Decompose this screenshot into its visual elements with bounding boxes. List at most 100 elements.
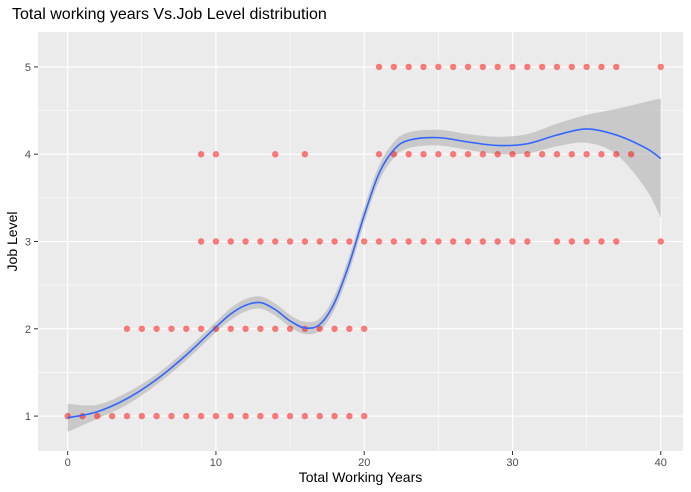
x-tick-label: 30	[506, 457, 518, 469]
data-point	[613, 63, 620, 71]
data-point	[598, 63, 605, 71]
data-point	[212, 238, 220, 245]
data-point	[197, 151, 205, 158]
chart-title: Total working years Vs.Job Level distrib…	[12, 6, 327, 23]
data-point	[301, 412, 309, 420]
data-points	[64, 63, 664, 420]
data-point	[138, 325, 145, 332]
data-point	[583, 151, 590, 158]
data-point	[479, 151, 487, 158]
data-point	[272, 238, 279, 245]
data-point	[242, 238, 249, 245]
y-tick-label: 5	[25, 62, 31, 74]
data-point	[464, 238, 472, 245]
data-point	[168, 412, 175, 420]
data-point	[390, 63, 398, 71]
data-point	[257, 412, 264, 420]
data-point	[583, 238, 590, 245]
data-point	[272, 412, 279, 420]
data-point	[613, 238, 620, 245]
data-point	[346, 325, 353, 332]
data-point	[449, 151, 457, 158]
x-tick-label: 0	[65, 457, 71, 469]
data-point	[361, 412, 368, 420]
data-point	[405, 151, 412, 158]
data-point	[123, 412, 131, 420]
data-point	[301, 151, 309, 158]
y-tick-label: 4	[25, 149, 31, 161]
data-point	[212, 412, 220, 420]
axis-ticks: 0 10 20 30 40 1 2 3 4 5	[25, 62, 667, 469]
data-point	[183, 325, 190, 332]
data-point	[657, 63, 664, 71]
data-point	[598, 151, 605, 158]
data-point	[227, 412, 234, 420]
data-point	[257, 238, 264, 245]
data-point	[524, 151, 531, 158]
data-point	[242, 325, 249, 332]
y-tick-label: 2	[25, 324, 31, 336]
data-point	[227, 238, 234, 245]
data-point	[435, 151, 442, 158]
data-point	[197, 412, 205, 420]
data-point	[197, 238, 205, 245]
data-point	[272, 325, 279, 332]
data-point	[420, 63, 427, 71]
data-point	[227, 325, 234, 332]
data-point	[286, 325, 294, 332]
data-point	[464, 151, 472, 158]
data-point	[494, 151, 501, 158]
data-point	[331, 325, 338, 332]
data-point	[361, 325, 368, 332]
data-point	[420, 151, 427, 158]
data-point	[361, 238, 368, 245]
data-point	[613, 151, 620, 158]
data-point	[538, 63, 546, 71]
data-point	[657, 238, 664, 245]
data-point	[242, 412, 249, 420]
data-point	[509, 238, 516, 245]
data-point	[509, 151, 516, 158]
data-point	[568, 238, 575, 245]
data-point	[375, 238, 383, 245]
data-point	[316, 325, 323, 332]
major-gridlines	[38, 32, 683, 451]
data-point	[435, 238, 442, 245]
data-point	[494, 63, 501, 71]
data-point	[390, 238, 398, 245]
data-point	[212, 325, 220, 332]
x-tick-label: 10	[210, 457, 222, 469]
y-tick-label: 1	[25, 411, 31, 423]
data-point	[449, 238, 457, 245]
x-axis-title: Total Working Years	[299, 469, 422, 485]
data-point	[479, 238, 487, 245]
data-point	[524, 63, 531, 71]
data-point	[168, 325, 175, 332]
data-point	[286, 238, 294, 245]
data-point	[316, 412, 323, 420]
data-point	[509, 63, 516, 71]
smooth-trend-line	[67, 128, 662, 419]
data-point	[538, 151, 546, 158]
data-point	[524, 238, 531, 245]
data-point	[257, 325, 264, 332]
data-point	[405, 63, 412, 71]
data-point	[301, 238, 309, 245]
data-point	[123, 325, 131, 332]
data-point	[479, 63, 487, 71]
y-tick-label: 3	[25, 237, 31, 249]
data-point	[286, 412, 294, 420]
data-point	[435, 63, 442, 71]
data-point	[183, 412, 190, 420]
data-point	[153, 325, 160, 332]
data-point	[272, 151, 279, 158]
data-point	[553, 63, 561, 71]
data-point	[64, 412, 71, 420]
data-point	[553, 238, 561, 245]
data-point	[316, 238, 323, 245]
data-point	[449, 63, 457, 71]
data-point	[94, 412, 101, 420]
data-point	[420, 238, 427, 245]
y-axis-title: Job Level	[4, 212, 20, 272]
